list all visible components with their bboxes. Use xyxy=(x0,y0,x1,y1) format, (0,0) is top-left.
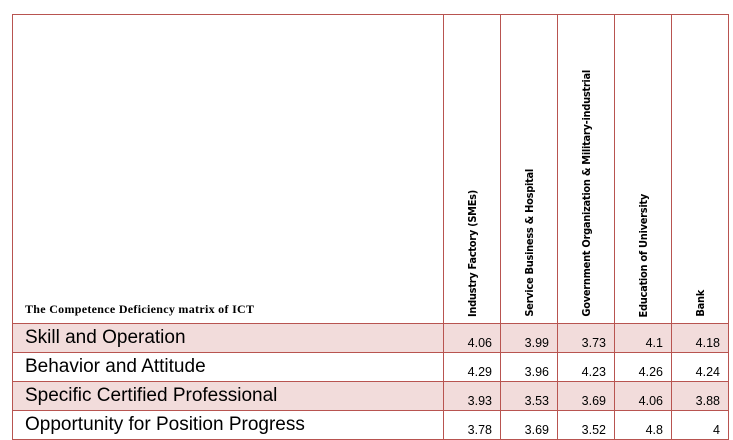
value-cell: 3.52 xyxy=(557,410,615,440)
column-header: Industry Factory (SMEs) xyxy=(465,189,479,317)
data-row: Skill and Operation 4.06 3.99 3.73 4.1 4.18 xyxy=(12,323,729,353)
column-header-cell: Service Business & Hospital xyxy=(500,14,558,324)
value-cell: 3.93 xyxy=(443,381,501,411)
value-cell: 4 xyxy=(671,410,729,440)
value-cell: 3.53 xyxy=(500,381,558,411)
competence-table: The Competence Deficiency matrix of ICT I… xyxy=(12,14,729,440)
value-cell: 4.24 xyxy=(671,352,729,382)
value-cell: 4.8 xyxy=(614,410,672,440)
value-cell: 3.69 xyxy=(500,410,558,440)
value-cell: 3.99 xyxy=(500,323,558,353)
value-cell: 4.23 xyxy=(557,352,615,382)
value-cell: 3.78 xyxy=(443,410,501,440)
column-header: Government Organization & Military-indus… xyxy=(579,70,593,317)
column-header: Bank xyxy=(693,290,707,317)
corner-cell: The Competence Deficiency matrix of ICT xyxy=(12,14,444,324)
value-cell: 4.18 xyxy=(671,323,729,353)
header-row: The Competence Deficiency matrix of ICT I… xyxy=(12,14,729,324)
row-label: Skill and Operation xyxy=(12,323,444,353)
value-cell: 3.69 xyxy=(557,381,615,411)
value-cell: 3.96 xyxy=(500,352,558,382)
row-label: Behavior and Attitude xyxy=(12,352,444,382)
column-header: Education of University xyxy=(636,193,650,317)
column-header-cell: Education of University xyxy=(614,14,672,324)
value-cell: 4.29 xyxy=(443,352,501,382)
data-row: Behavior and Attitude 4.29 3.96 4.23 4.26 4.2… xyxy=(12,352,729,382)
data-row: Specific Certified Professional 3.93 3.53 3… xyxy=(12,381,729,411)
value-cell: 3.88 xyxy=(671,381,729,411)
column-header-cell: Government Organization & Military-indus… xyxy=(557,14,615,324)
value-cell: 4.1 xyxy=(614,323,672,353)
value-cell: 4.06 xyxy=(614,381,672,411)
value-cell: 3.73 xyxy=(557,323,615,353)
column-header-cell: Industry Factory (SMEs) xyxy=(443,14,501,324)
value-cell: 4.06 xyxy=(443,323,501,353)
row-label: Opportunity for Position Progress xyxy=(12,410,444,440)
data-row: Opportunity for Position Progress 3.78 3.6… xyxy=(12,410,729,440)
column-header: Service Business & Hospital xyxy=(522,169,536,317)
row-label: Specific Certified Professional xyxy=(12,381,444,411)
value-cell: 4.26 xyxy=(614,352,672,382)
column-header-cell: Bank xyxy=(671,14,729,324)
